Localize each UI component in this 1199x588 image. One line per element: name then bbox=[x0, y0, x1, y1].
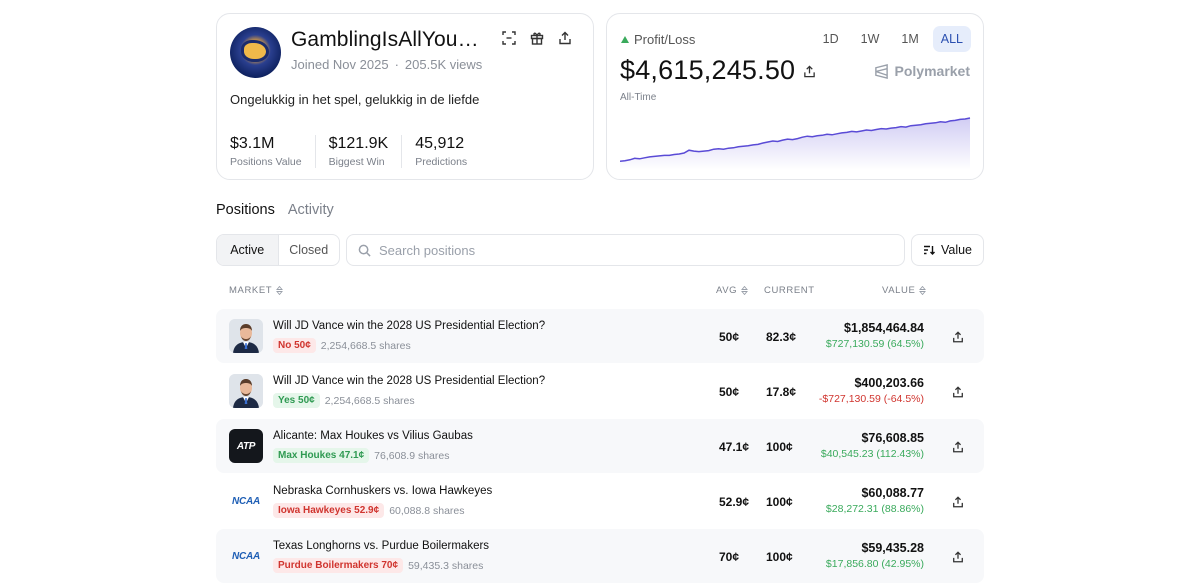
avatar[interactable] bbox=[230, 27, 281, 78]
username: GamblingIsAllYouNeed bbox=[291, 28, 493, 51]
avg-price: 52.9¢ bbox=[719, 495, 750, 509]
position-change: $28,272.31 (88.86%) bbox=[825, 503, 924, 515]
share-icon[interactable] bbox=[558, 31, 572, 45]
sort-icon bbox=[923, 245, 935, 255]
avg-price: 50¢ bbox=[719, 330, 740, 344]
profile-card: GamblingIsAllYouNeed Joined Nov 2025 · 205… bbox=[216, 13, 594, 180]
outcome-badge: Iowa Hawkeyes 52.9¢ bbox=[273, 503, 385, 518]
profit-loss-card: Profit/Loss 1D 1W 1M ALL $4,615,245.50 P… bbox=[606, 13, 984, 180]
sort-button[interactable]: Value bbox=[911, 234, 984, 266]
avg-price: 70¢ bbox=[719, 550, 740, 564]
sort-arrows-icon bbox=[276, 286, 284, 295]
position-change: -$727,130.59 (-64.5%) bbox=[818, 393, 924, 405]
column-avg[interactable]: AVG bbox=[716, 285, 749, 296]
position-row[interactable]: Will JD Vance win the 2028 US Presidenti… bbox=[216, 309, 984, 363]
share-icon[interactable] bbox=[952, 495, 964, 513]
position-value: $76,608.85 bbox=[861, 431, 924, 445]
status-filter: Active Closed bbox=[216, 234, 340, 266]
current-price: 100¢ bbox=[766, 550, 793, 564]
share-icon[interactable] bbox=[803, 65, 816, 83]
share-icon[interactable] bbox=[952, 550, 964, 568]
ncaa-logo: NCAA bbox=[231, 495, 261, 507]
shares-count: 59,435.3 shares bbox=[408, 559, 484, 572]
share-icon[interactable] bbox=[952, 385, 964, 403]
position-row[interactable]: NCAA Nebraska Cornhuskers vs. Iowa Hawkey… bbox=[216, 474, 984, 528]
position-row[interactable]: NCAA Texas Longhorns vs. Purdue Boilermak… bbox=[216, 529, 984, 583]
stat-predictions: 45,912 Predictions bbox=[401, 135, 480, 168]
shares-count: 60,088.8 shares bbox=[389, 504, 465, 517]
scan-icon[interactable] bbox=[502, 31, 516, 45]
tab-activity[interactable]: Activity bbox=[287, 202, 334, 218]
share-icon[interactable] bbox=[952, 330, 964, 348]
shares-count: 2,254,668.5 shares bbox=[320, 339, 411, 352]
outcome-badge: No 50¢ bbox=[273, 338, 316, 353]
sort-arrows-icon bbox=[741, 286, 749, 295]
stat-positions-value: $3.1M Positions Value bbox=[230, 135, 302, 168]
profile-stats: $3.1M Positions Value $121.9K Biggest Win … bbox=[230, 135, 480, 168]
avg-price: 47.1¢ bbox=[719, 440, 750, 454]
pnl-sparkline bbox=[620, 117, 971, 170]
outcome-badge: Purdue Boilermakers 70¢ bbox=[273, 558, 404, 573]
current-price: 17.8¢ bbox=[766, 385, 797, 399]
polymarket-logo: Polymarket bbox=[874, 63, 970, 79]
position-value: $1,854,464.84 bbox=[844, 321, 924, 335]
market-title[interactable]: Will JD Vance win the 2028 US Presidenti… bbox=[273, 320, 546, 332]
range-1m[interactable]: 1M bbox=[901, 32, 919, 46]
position-row[interactable]: ATP Alicante: Max Houkes vs Vilius Gaubas… bbox=[216, 419, 984, 473]
filter-closed[interactable]: Closed bbox=[289, 243, 329, 257]
search-icon bbox=[358, 244, 371, 262]
column-market[interactable]: MARKET bbox=[229, 285, 284, 296]
filter-active[interactable]: Active bbox=[217, 235, 279, 265]
avg-price: 50¢ bbox=[719, 385, 740, 399]
current-price: 100¢ bbox=[766, 440, 793, 454]
shares-count: 76,608.9 shares bbox=[374, 449, 450, 462]
sparkline-area bbox=[620, 118, 970, 170]
current-price: 100¢ bbox=[766, 495, 793, 509]
atp-logo: ATP bbox=[229, 429, 263, 463]
views-count: 205.5K views bbox=[404, 57, 483, 72]
pnl-title: Profit/Loss bbox=[621, 32, 695, 47]
position-value: $60,088.77 bbox=[861, 486, 924, 500]
search-box bbox=[346, 234, 905, 266]
polymarket-icon bbox=[874, 63, 888, 79]
market-title[interactable]: Texas Longhorns vs. Purdue Boilermakers bbox=[273, 540, 490, 552]
sort-arrows-icon bbox=[919, 286, 927, 295]
shares-count: 2,254,668.5 shares bbox=[324, 394, 415, 407]
profile-meta: Joined Nov 2025 · 205.5K views bbox=[291, 57, 483, 72]
position-row[interactable]: Will JD Vance win the 2028 US Presidenti… bbox=[216, 364, 984, 418]
current-price: 82.3¢ bbox=[766, 330, 797, 344]
range-selector: 1D 1W 1M ALL bbox=[815, 26, 971, 52]
market-thumbnail bbox=[229, 374, 263, 408]
position-change: $40,545.23 (112.43%) bbox=[820, 448, 924, 460]
range-1d[interactable]: 1D bbox=[822, 32, 839, 46]
position-change: $727,130.59 (64.5%) bbox=[825, 338, 924, 350]
market-thumbnail bbox=[229, 319, 263, 353]
ncaa-logo: NCAA bbox=[231, 550, 261, 562]
outcome-badge: Yes 50¢ bbox=[273, 393, 320, 408]
pnl-value: $4,615,245.50 bbox=[620, 55, 796, 85]
column-value[interactable]: VALUE bbox=[882, 285, 927, 296]
triangle-up-icon bbox=[621, 36, 629, 43]
tab-positions[interactable]: Positions bbox=[216, 202, 275, 218]
sparkline-line bbox=[620, 117, 971, 162]
range-1w[interactable]: 1W bbox=[860, 32, 880, 46]
gift-icon[interactable] bbox=[530, 31, 544, 45]
position-change: $17,856.80 (42.95%) bbox=[825, 558, 924, 570]
market-title[interactable]: Alicante: Max Houkes vs Vilius Gaubas bbox=[273, 430, 473, 442]
position-value: $400,203.66 bbox=[854, 376, 924, 390]
outcome-badge: Max Houkes 47.1¢ bbox=[273, 448, 370, 463]
market-title[interactable]: Nebraska Cornhuskers vs. Iowa Hawkeyes bbox=[273, 485, 493, 497]
range-all[interactable]: ALL bbox=[932, 26, 971, 52]
joined-date: Joined Nov 2025 bbox=[291, 57, 389, 72]
share-icon[interactable] bbox=[952, 440, 964, 458]
column-current: CURRENT bbox=[764, 285, 815, 296]
market-title[interactable]: Will JD Vance win the 2028 US Presidenti… bbox=[273, 375, 546, 387]
profile-bio: Ongelukkig in het spel, gelukkig in de l… bbox=[230, 92, 480, 107]
stat-biggest-win: $121.9K Biggest Win bbox=[314, 135, 402, 168]
position-value: $59,435.28 bbox=[861, 541, 924, 555]
pnl-period: All-Time bbox=[620, 92, 657, 103]
search-input[interactable] bbox=[379, 242, 904, 258]
